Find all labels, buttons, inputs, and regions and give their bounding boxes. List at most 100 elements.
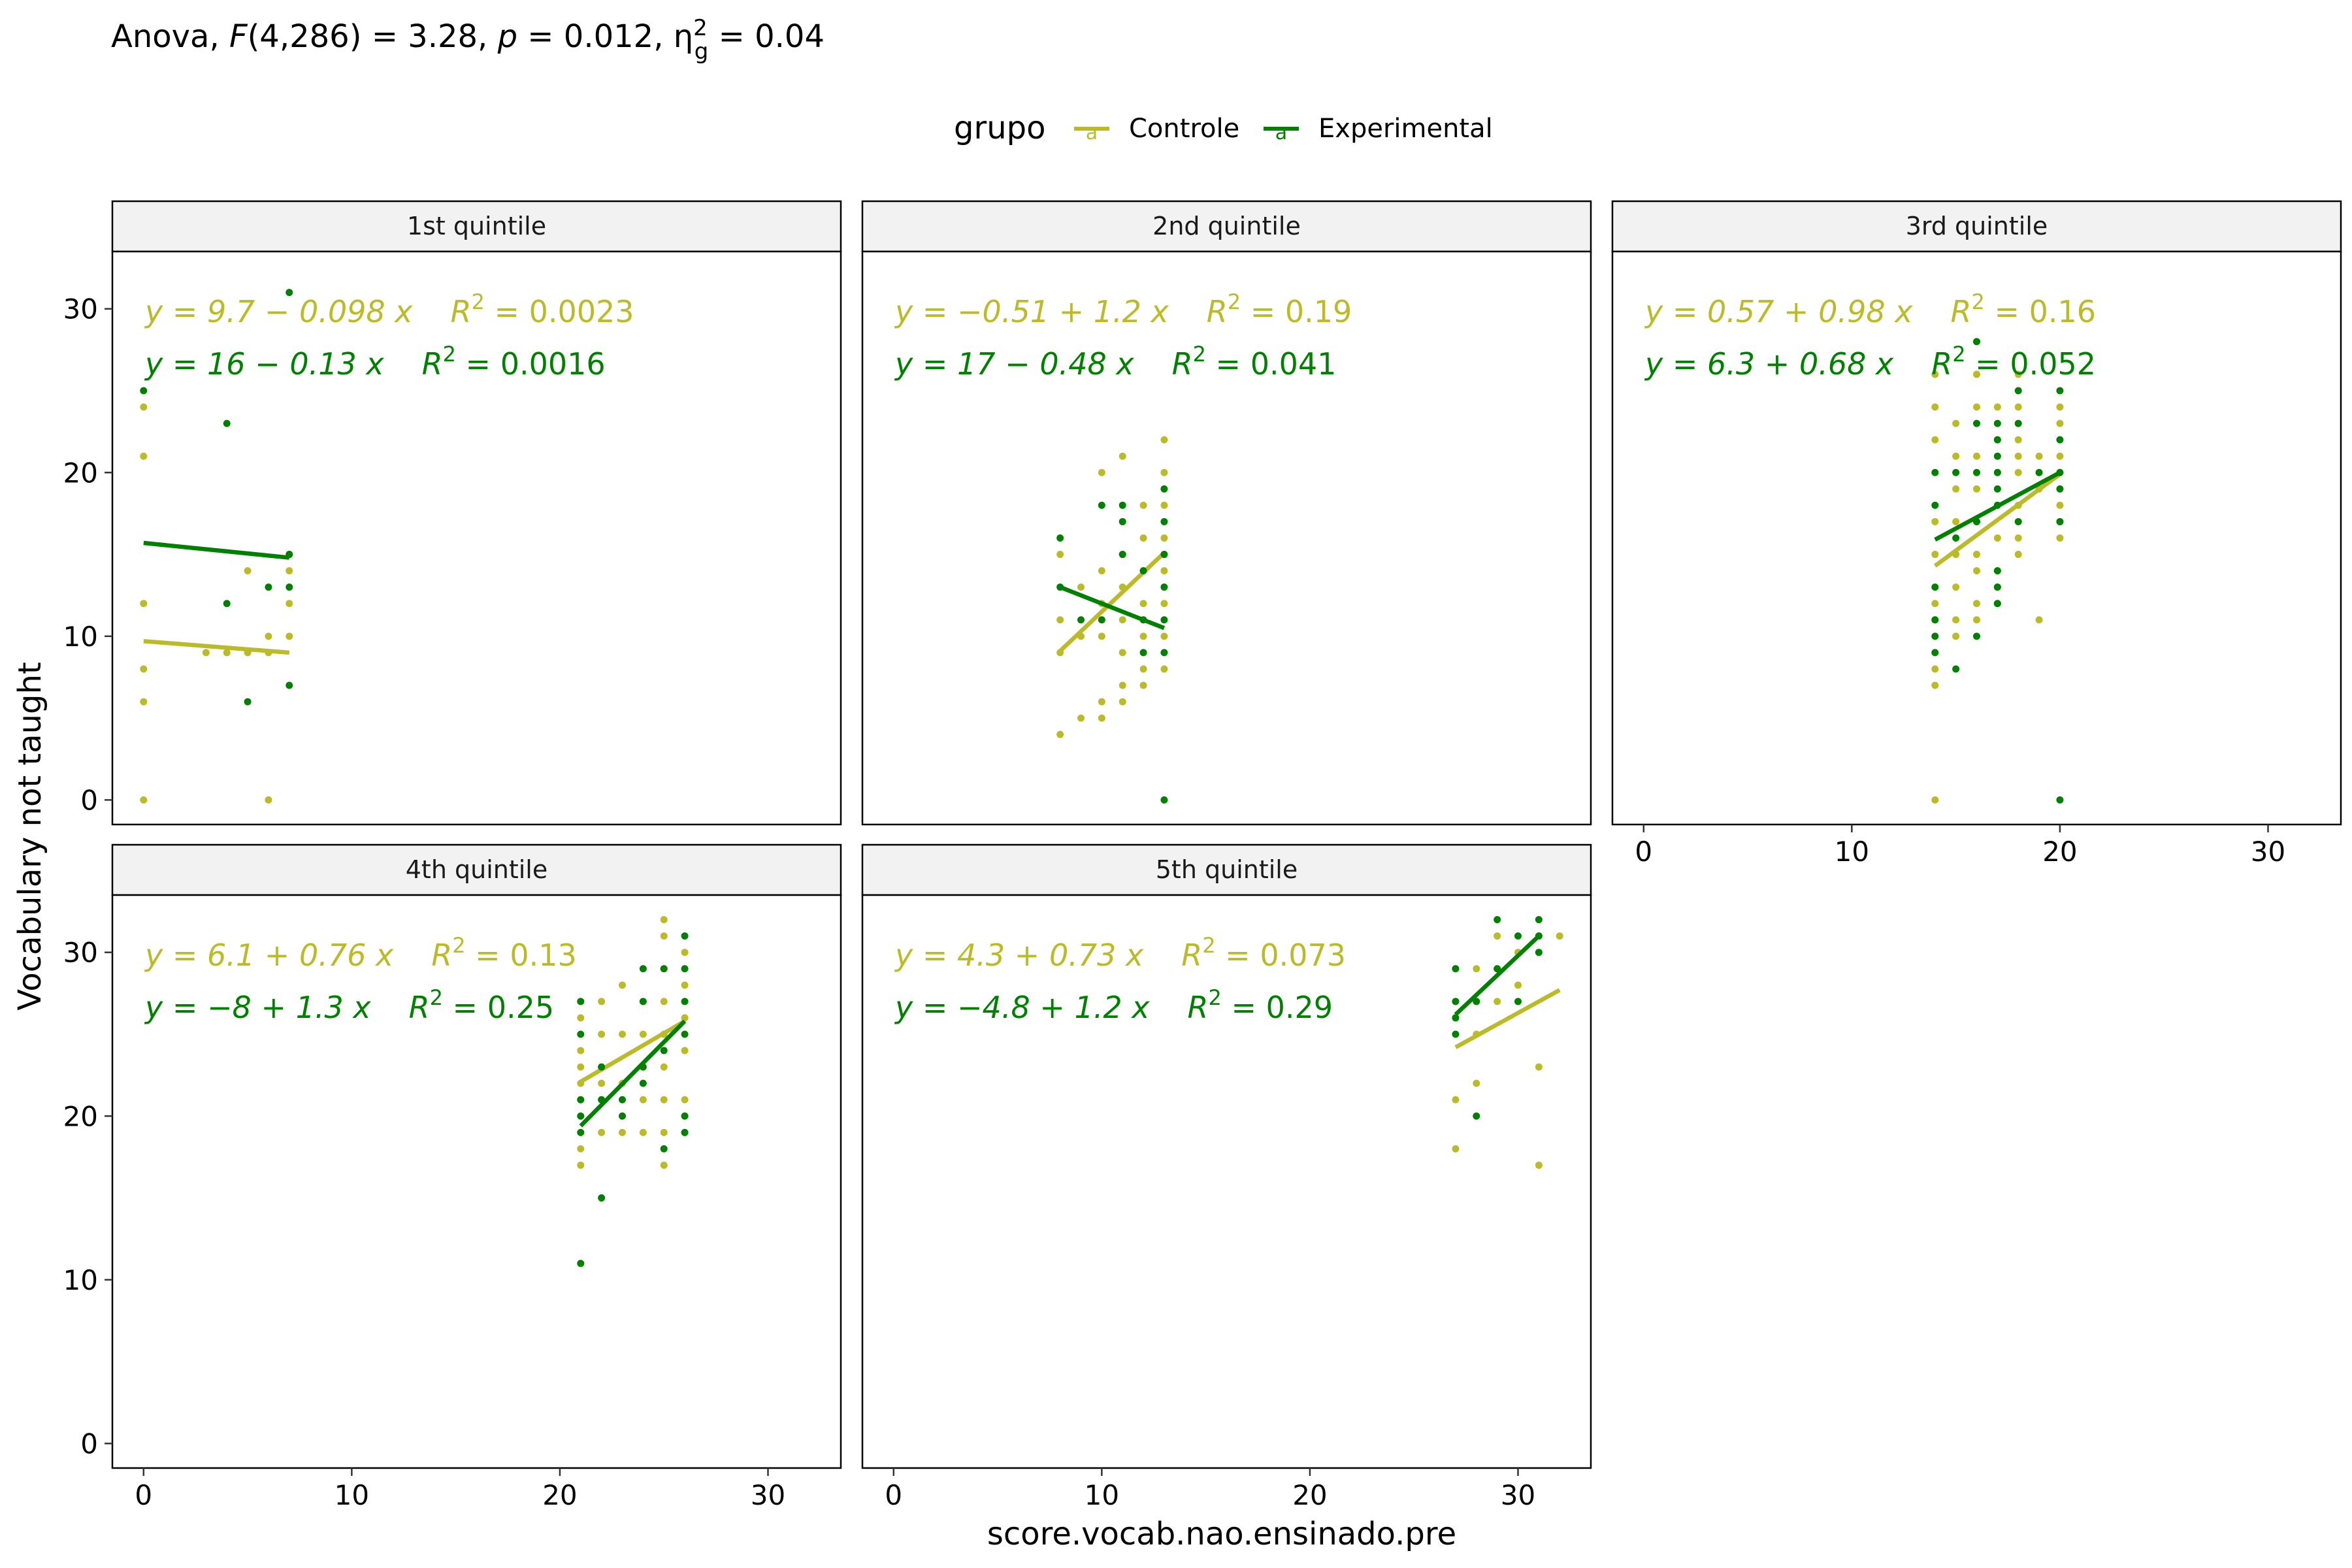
x-tick-label: 30 — [751, 1479, 785, 1511]
point-controle — [1160, 502, 1168, 509]
point-controle — [1952, 583, 1959, 591]
y-tick-label: 10 — [63, 621, 98, 653]
point-controle — [1098, 567, 1105, 574]
point-experimental — [1473, 1113, 1480, 1120]
point-experimental — [1994, 420, 2001, 427]
point-experimental — [1994, 567, 2001, 574]
point-experimental — [577, 1030, 584, 1037]
point-controle — [577, 1014, 584, 1021]
point-controle — [1160, 534, 1168, 542]
panel-area — [112, 895, 841, 1468]
point-controle — [1098, 469, 1105, 476]
point-controle — [286, 632, 293, 640]
panel-area — [862, 252, 1591, 825]
point-experimental — [1160, 551, 1168, 558]
x-tick-label: 10 — [335, 1479, 369, 1511]
point-experimental — [1931, 469, 1938, 476]
x-tick-label: 20 — [542, 1479, 577, 1511]
point-experimental — [2015, 518, 2022, 525]
point-controle — [265, 796, 272, 804]
point-experimental — [619, 1096, 626, 1103]
point-experimental — [640, 998, 647, 1005]
regression-equation-controle: y = 6.1 + 0.76 x R2 = 0.13 — [144, 933, 577, 973]
y-tick-label: 0 — [80, 1428, 98, 1460]
point-experimental — [1098, 616, 1105, 623]
facet-strip-label: 5th quintile — [1156, 855, 1298, 884]
point-controle — [1473, 965, 1480, 972]
point-controle — [2015, 404, 2022, 411]
point-experimental — [1077, 616, 1085, 623]
point-experimental — [1098, 502, 1105, 509]
point-controle — [265, 632, 272, 640]
point-controle — [1514, 981, 1522, 988]
point-experimental — [1160, 616, 1168, 623]
point-controle — [2015, 534, 2022, 542]
point-controle — [619, 981, 626, 988]
point-controle — [2056, 534, 2063, 542]
facet-panel-5: 5th quintile0 10 20 30y = 4.3 + 0.73 x R2 = … — [862, 845, 1591, 1511]
point-controle — [1160, 567, 1168, 574]
point-controle — [1931, 436, 1938, 444]
point-experimental — [1535, 949, 1543, 956]
point-controle — [140, 404, 147, 411]
point-controle — [286, 567, 293, 574]
point-experimental — [598, 1064, 605, 1071]
point-controle — [2036, 453, 2043, 460]
point-controle — [2056, 404, 2063, 411]
point-experimental — [1514, 998, 1522, 1005]
point-experimental — [1514, 932, 1522, 939]
point-controle — [1973, 404, 1980, 411]
point-controle — [577, 1047, 584, 1054]
point-experimental — [1994, 469, 2001, 476]
facet-strip-label: 1st quintile — [407, 212, 546, 240]
y-tick-label: 30 — [63, 937, 98, 969]
point-experimental — [1535, 916, 1543, 923]
point-controle — [1056, 731, 1064, 738]
point-experimental — [1931, 616, 1938, 623]
x-tick-label: 0 — [885, 1479, 902, 1511]
point-controle — [1452, 1096, 1459, 1103]
point-experimental — [661, 1047, 668, 1054]
point-controle — [640, 1129, 647, 1136]
point-experimental — [1452, 1030, 1459, 1037]
point-experimental — [577, 1113, 584, 1120]
point-experimental — [640, 965, 647, 972]
point-experimental — [1452, 998, 1459, 1005]
legend-item-controle: a Controle — [1074, 114, 1239, 144]
point-controle — [1973, 600, 1980, 607]
point-controle — [681, 1047, 689, 1054]
point-controle — [1160, 469, 1168, 476]
point-controle — [619, 1129, 626, 1136]
point-controle — [1931, 551, 1938, 558]
point-experimental — [1952, 534, 1959, 542]
facet-panels: 1st quintile0102030 y = 9.7 − 0.098 x R2 =… — [63, 201, 2341, 1511]
point-experimental — [1952, 469, 1959, 476]
legend-label-experimental: Experimental — [1318, 114, 1493, 144]
point-experimental — [1931, 649, 1938, 656]
point-controle — [1994, 534, 2001, 542]
point-controle — [1952, 518, 1959, 525]
point-controle — [598, 1080, 605, 1087]
point-controle — [244, 567, 252, 574]
point-experimental — [223, 600, 231, 607]
point-controle — [681, 981, 689, 988]
point-controle — [577, 1064, 584, 1071]
point-controle — [140, 665, 147, 672]
point-controle — [640, 1030, 647, 1037]
point-controle — [1931, 665, 1938, 672]
regression-equation-controle: y = −0.51 + 1.2 x R2 = 0.19 — [894, 289, 1352, 329]
point-controle — [1077, 715, 1085, 722]
point-controle — [1160, 632, 1168, 640]
regression-equation-experimental: y = −8 + 1.3 x R2 = 0.25 — [144, 985, 554, 1025]
point-controle — [1931, 518, 1938, 525]
regression-equation-experimental: y = 17 − 0.48 x R2 = 0.041 — [894, 342, 1336, 382]
point-experimental — [140, 387, 147, 394]
point-controle — [577, 1145, 584, 1152]
point-controle — [1140, 665, 1147, 672]
regression-equation-experimental: y = 16 − 0.13 x R2 = 0.0016 — [144, 342, 606, 382]
point-controle — [2015, 551, 2022, 558]
point-controle — [286, 600, 293, 607]
point-controle — [2056, 420, 2063, 427]
point-experimental — [1119, 502, 1126, 509]
facet-strip-label: 2nd quintile — [1152, 212, 1301, 240]
